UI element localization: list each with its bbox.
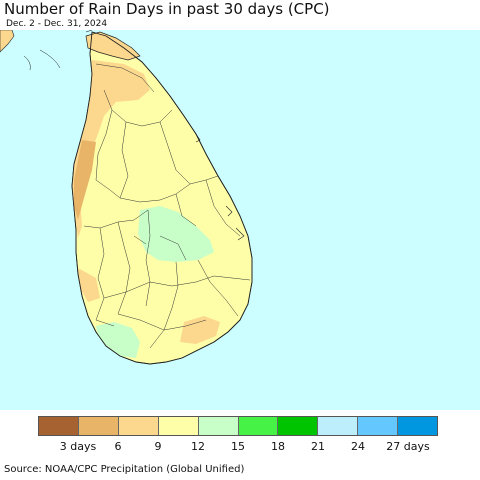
jaffna-peninsula [85,31,141,61]
coastal-details [85,30,245,241]
map-title: Number of Rain Days in past 30 days (CPC… [4,0,330,18]
legend-swatch [238,417,279,435]
zone-6-9-southeast [180,316,220,344]
zone-6-9-southwest [78,268,100,302]
legend-swatch [118,417,159,435]
legend-label: 27 days [386,440,430,453]
legend-swatch [78,417,119,435]
sri-lanka-outline [71,31,253,365]
legend-labels: 3 days 6 9 12 15 18 21 24 27 days [38,440,438,454]
zone-12-15-southwest [96,322,140,358]
india-coast-lines [23,49,61,71]
legend-label: 12 [191,440,205,453]
legend-color-bar [38,416,438,436]
legend-label: 6 [114,440,122,453]
date-range: Dec. 2 - Dec. 31, 2024 [6,19,108,29]
legend-label: 15 [231,440,245,453]
legend-label: 21 [311,440,325,453]
legend-swatch [278,417,319,435]
zone-6-9-north [72,60,150,238]
legend-swatch [158,417,199,435]
legend-swatch [358,417,399,435]
legend-swatch [398,417,438,435]
legend-label: 24 [351,440,365,453]
district-boundaries [83,63,251,349]
legend-swatch [39,417,79,435]
india-coast [0,30,15,53]
zone-3-6-west [74,140,96,220]
legend-label: 9 [154,440,162,453]
zone-12-15-central [138,206,214,262]
rain-days-map [0,30,480,410]
legend-swatch [318,417,359,435]
legend-label: 3 days [59,440,97,453]
source-note: Source: NOAA/CPC Precipitation (Global U… [4,464,245,475]
legend-label: 18 [271,440,285,453]
legend-swatch [198,417,239,435]
